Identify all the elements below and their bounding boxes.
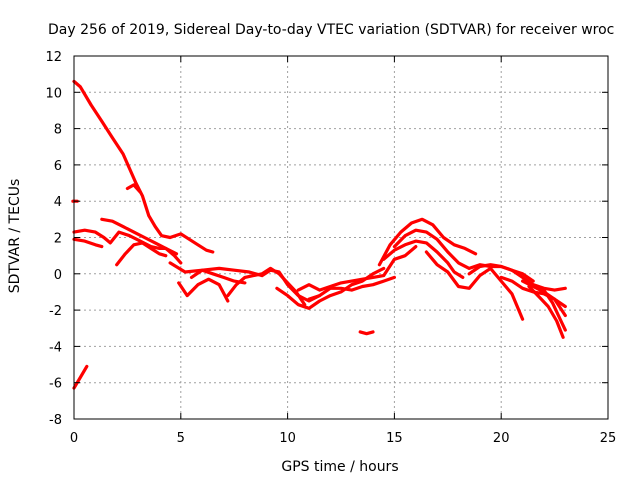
y-tick-label: -2	[49, 304, 62, 319]
grid-lines	[74, 56, 608, 419]
chart-title: Day 256 of 2019, Sidereal Day-to-day VTE…	[48, 22, 614, 38]
series-track-24	[72, 364, 89, 390]
series-track-17	[382, 239, 465, 279]
y-tick-label: 10	[45, 86, 62, 101]
x-tick-label: 25	[600, 431, 617, 446]
data-series	[71, 79, 567, 390]
series-track-8	[177, 277, 230, 303]
series-track-12	[296, 245, 418, 292]
y-tick-label: -8	[49, 413, 62, 428]
y-axis-label: SDTVAR / TECUs	[7, 179, 23, 294]
series-track-18	[424, 250, 525, 321]
y-tick-label: 2	[54, 232, 62, 247]
x-tick-label: 0	[70, 431, 78, 446]
x-tick-label: 5	[177, 431, 185, 446]
x-tick-label: 20	[493, 431, 510, 446]
series-track-13	[307, 275, 396, 301]
x-tick-label: 10	[279, 431, 296, 446]
y-tick-label: -4	[49, 340, 62, 355]
series-track-3	[72, 228, 179, 256]
series-track-10	[226, 266, 307, 307]
series-track-2	[125, 183, 142, 194]
series-track-5	[100, 217, 183, 265]
y-tick-label: 12	[45, 50, 62, 65]
series-track-14	[358, 330, 375, 336]
series-track-1	[72, 79, 215, 254]
series-track-9	[189, 268, 247, 285]
series-track-4	[72, 237, 104, 249]
axis-ticks: 0 5 10 15 20 25 -8 -6 -4 -2 0 2 4 6 8 10 12	[45, 50, 616, 446]
series-track-23	[542, 288, 567, 332]
y-tick-label: 0	[54, 268, 62, 283]
y-tick-label: 6	[54, 159, 62, 174]
series-track-19	[467, 263, 567, 292]
x-axis-label: GPS time / hours	[281, 459, 398, 475]
y-tick-label: 8	[54, 123, 62, 138]
series-track-6	[115, 241, 168, 267]
x-tick-label: 15	[386, 431, 403, 446]
y-tick-label: -6	[49, 377, 62, 392]
y-tick-label: 4	[54, 195, 62, 210]
series-track-15	[377, 217, 478, 267]
series-track-22	[527, 284, 565, 339]
